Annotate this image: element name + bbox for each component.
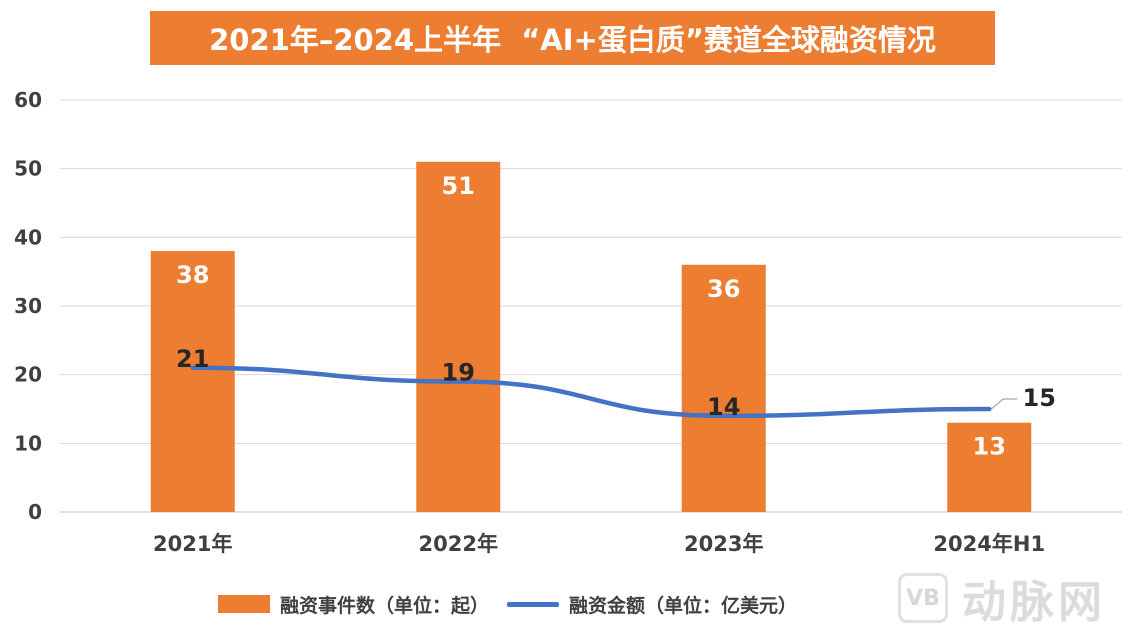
bar (416, 161, 501, 513)
legend: 融资事件数（单位：起） 融资金额（单位：亿美元） (218, 588, 815, 620)
bar-data-label: 38 (176, 261, 209, 289)
line-data-label: 19 (442, 359, 475, 387)
legend-label-bar: 融资事件数（单位：起） (280, 594, 490, 617)
bar (947, 422, 1032, 512)
line-data-label: 14 (707, 393, 740, 421)
y-tick-label: 10 (14, 431, 42, 455)
bar-data-label: 51 (442, 172, 475, 200)
watermark-text: 动脉网 (962, 577, 1106, 628)
y-tick-label: 30 (14, 294, 42, 318)
vb-logo-icon: VB (898, 573, 948, 623)
leader-line (990, 398, 1018, 410)
x-tick-label: 2021年 (153, 532, 232, 556)
legend-item-bar: 融资事件数（单位：起） (218, 591, 489, 618)
x-tick-label: 2024年H1 (933, 532, 1045, 556)
x-tick-label: 2023年 (684, 532, 763, 556)
x-tick-label: 2022年 (419, 532, 498, 556)
y-tick-label: 60 (14, 88, 42, 112)
y-tick-label: 40 (14, 225, 42, 249)
watermark: VB 动脉网 (898, 566, 1134, 630)
legend-label-line: 融资金额（单位：亿美元） (569, 594, 798, 617)
y-tick-label: 0 (28, 500, 42, 524)
series-line (190, 365, 992, 419)
bar (681, 264, 766, 512)
bar-data-label: 13 (973, 433, 1006, 461)
y-tick-label: 20 (14, 363, 42, 387)
bar (150, 251, 235, 513)
line-data-label: 15 (1023, 384, 1056, 412)
bar-data-label: 36 (707, 275, 740, 303)
legend-swatch-line (507, 601, 560, 607)
legend-swatch-bar (218, 595, 270, 613)
legend-item-line: 融资金额（单位：亿美元） (507, 591, 797, 618)
line-data-label: 21 (176, 345, 209, 373)
chart-title: 2021年–2024上半年 “AI+蛋白质”赛道全球融资情况 (150, 11, 995, 65)
y-tick-label: 50 (14, 157, 42, 181)
